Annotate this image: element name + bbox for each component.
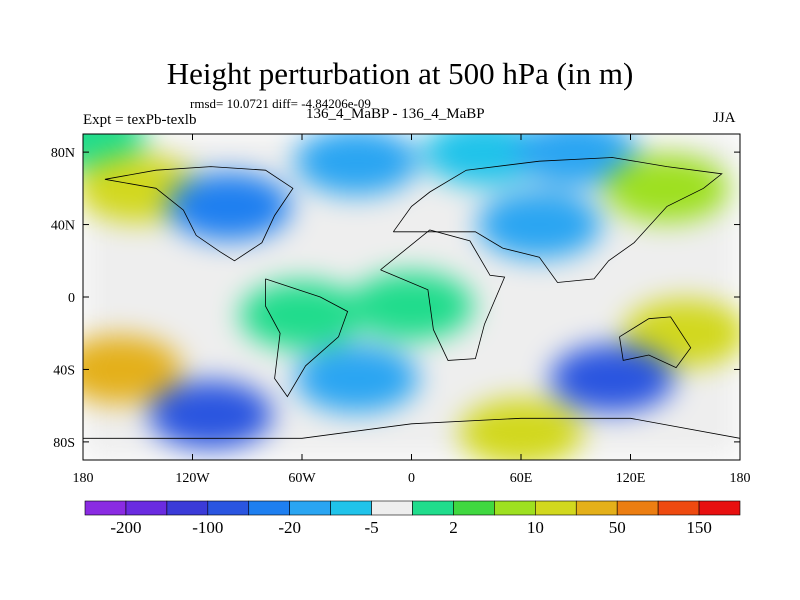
colorbar-swatch (207, 500, 250, 516)
colorbar: -200 -100 -20 -5 2 10 50 150 (84, 500, 741, 537)
colorbar-swatch (166, 500, 209, 516)
x-tick-label: 120E (616, 471, 646, 486)
field-cell (94, 226, 218, 295)
colorbar-swatch (125, 500, 168, 516)
x-tick-label: 120W (175, 471, 210, 486)
colorbar-swatch (698, 500, 741, 516)
colorbar-label: -20 (278, 518, 301, 537)
y-tick-label: 40S (53, 363, 75, 378)
y-tick-label: 40N (51, 219, 75, 234)
chart-title: Height perturbation at 500 hPa (in m) (166, 56, 634, 91)
field-cell (240, 281, 364, 350)
colorbar-swatch (84, 500, 127, 516)
coastline (619, 316, 692, 369)
field-cell (550, 344, 675, 413)
experiment-label: Expt = texPb-texlb (83, 112, 197, 128)
colorbar-swatch (412, 500, 454, 516)
y-tick-label: 80N (51, 146, 75, 161)
field-cell (605, 154, 729, 223)
field-cell (294, 344, 419, 413)
colorbar-label: -100 (192, 518, 223, 537)
colorbar-swatch (616, 500, 659, 516)
coastline-layer (83, 157, 740, 439)
x-tick-label: 60W (288, 471, 316, 486)
colorbar-swatch (657, 500, 700, 516)
x-axis: 180 120W 60W 0 60E 120E 180 (73, 134, 751, 486)
stats-line: rmsd= 10.0721 diff= -4.84206e-09 (190, 96, 371, 111)
x-tick-label: 0 (408, 471, 415, 486)
y-tick-label: 0 (68, 291, 75, 306)
y-tick-label: 80S (53, 436, 75, 451)
field-cell (459, 398, 583, 460)
coastline (392, 157, 723, 283)
colorbar-swatch (453, 500, 495, 516)
case-label: 136_4_MaBP - 136_4_MaBP (306, 106, 485, 122)
season-label: JJA (713, 110, 736, 126)
colorbar-swatch (575, 500, 618, 516)
colorbar-label: 10 (527, 518, 544, 537)
field-cell (167, 172, 291, 241)
field-cell (477, 190, 602, 259)
x-tick-label: 180 (73, 471, 94, 486)
colorbar-label: -200 (110, 518, 141, 537)
colorbar-swatch (330, 500, 372, 516)
colorbar-swatch (248, 500, 290, 516)
coastline (104, 166, 294, 262)
colorbar-label: -5 (364, 518, 378, 537)
field-cell (148, 380, 273, 449)
field-cell (349, 272, 474, 341)
coastline (83, 417, 740, 439)
field-cell (83, 335, 182, 404)
colorbar-swatch (371, 500, 413, 516)
coastline (380, 229, 506, 361)
height-field-layer (83, 134, 740, 460)
y-axis: 80N 40N 0 40S 80S (51, 146, 740, 451)
coastline (265, 278, 349, 398)
colorbar-swatch (535, 500, 577, 516)
colorbar-swatch (494, 500, 536, 516)
colorbar-label: 50 (609, 518, 626, 537)
colorbar-label: 2 (449, 518, 458, 537)
colorbar-swatch (289, 500, 331, 516)
x-tick-label: 180 (730, 471, 751, 486)
field-cell (513, 134, 638, 187)
field-cell (83, 134, 145, 168)
x-tick-label: 60E (510, 471, 533, 486)
colorbar-label: 150 (686, 518, 712, 537)
field-cell (294, 134, 419, 196)
